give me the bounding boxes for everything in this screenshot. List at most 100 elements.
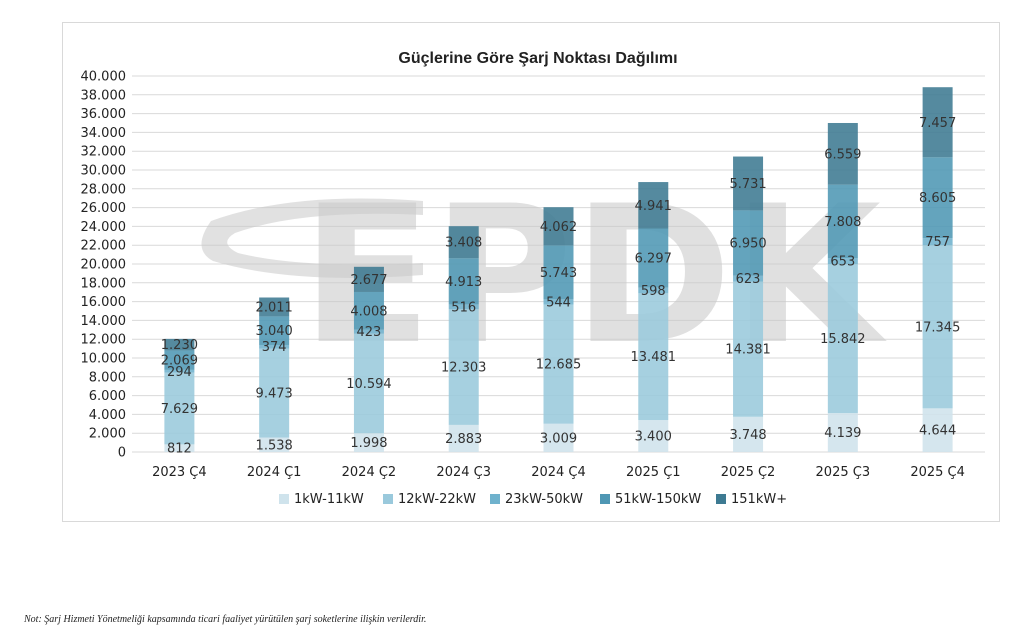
data-label: 2.883	[445, 432, 482, 447]
y-tick-label: 10.000	[81, 352, 127, 367]
data-label: 374	[262, 340, 287, 355]
data-label: 9.473	[256, 387, 293, 402]
bar-segment	[922, 408, 953, 452]
legend: 1kW-11kW 12kW-22kW 23kW-50kW 51kW-150kW 151k…	[279, 492, 787, 507]
legend-label: 51kW-150kW	[615, 492, 701, 507]
y-axis-ticks: 0 2.000 4.000 6.000 8.000 10.000 12.000 14.000 1…	[81, 70, 127, 461]
legend-swatch	[490, 494, 500, 504]
x-tick-label: 2024 Ç2	[342, 465, 397, 480]
data-label: 7.808	[824, 215, 861, 230]
data-label: 3.408	[445, 236, 482, 251]
chart-frame: Güçlerine Göre Şarj Noktası Dağılımı EPD…	[62, 22, 1000, 522]
data-label: 812	[167, 442, 192, 457]
data-label: 12.685	[536, 358, 582, 373]
y-tick-label: 24.000	[81, 220, 127, 235]
y-tick-label: 32.000	[81, 145, 127, 160]
data-label: 15.842	[820, 332, 866, 347]
bar-segment	[733, 281, 764, 417]
bar-segment	[448, 309, 479, 425]
legend-label: 1kW-11kW	[294, 492, 364, 507]
data-label: 6.297	[635, 252, 672, 267]
data-label: 1.230	[161, 338, 198, 353]
bar-segment	[922, 157, 953, 239]
data-label: 17.345	[915, 320, 961, 335]
bar-segment	[638, 182, 669, 229]
data-label: 4.008	[350, 304, 387, 319]
watermark-logo: EPDK	[201, 165, 887, 386]
y-tick-label: 8.000	[89, 370, 126, 385]
chart-title: Güçlerine Göre Şarj Noktası Dağılımı	[398, 50, 677, 67]
data-label: 623	[736, 272, 761, 287]
watermark-swoosh	[201, 198, 423, 278]
y-tick-label: 36.000	[81, 107, 127, 122]
bar-segment	[638, 293, 669, 421]
bar-segment	[259, 297, 290, 317]
bar-segment	[164, 350, 195, 370]
y-tick-label: 14.000	[81, 314, 127, 329]
y-tick-label: 40.000	[81, 70, 127, 85]
data-label: 4.139	[824, 426, 861, 441]
watermark-text: EPDK	[301, 165, 887, 386]
y-tick-label: 4.000	[89, 408, 126, 423]
y-tick-label: 6.000	[89, 389, 126, 404]
x-tick-label: 2025 Ç1	[626, 465, 681, 480]
bar-segment	[353, 329, 384, 334]
data-label: 757	[925, 235, 950, 250]
bar-segment	[543, 423, 574, 452]
y-tick-label: 2.000	[89, 427, 126, 442]
data-label: 653	[830, 255, 855, 270]
x-tick-label: 2023 Ç4	[152, 465, 207, 480]
bar-segment	[353, 291, 384, 330]
bar-segment	[353, 433, 384, 452]
y-tick-label: 12.000	[81, 333, 127, 348]
data-label: 5.743	[540, 266, 577, 281]
bar-segment	[164, 338, 195, 351]
chart-svg: Güçlerine Göre Şarj Noktası Dağılımı EPD…	[81, 50, 985, 507]
data-label: 6.950	[729, 237, 766, 252]
y-tick-label: 26.000	[81, 201, 127, 216]
y-tick-label: 38.000	[81, 88, 127, 103]
y-tick-label: 22.000	[81, 239, 127, 254]
y-tick-label: 34.000	[81, 126, 127, 141]
y-tick-label: 18.000	[81, 276, 127, 291]
data-label: 516	[451, 300, 476, 315]
legend-swatch	[600, 494, 610, 504]
y-tick-label: 30.000	[81, 164, 127, 179]
bar-series	[164, 87, 953, 452]
data-label: 4.062	[540, 220, 577, 235]
bar-segment	[827, 258, 858, 265]
legend-label: 12kW-22kW	[398, 492, 476, 507]
bar-segment	[827, 122, 858, 185]
data-label: 8.605	[919, 191, 956, 206]
legend-swatch	[383, 494, 393, 504]
bar-segment	[259, 348, 290, 438]
data-label: 13.481	[631, 350, 677, 365]
bar-segment	[638, 287, 669, 294]
x-tick-label: 2024 Ç4	[531, 465, 586, 480]
bar-segment	[448, 304, 479, 310]
x-tick-label: 2024 Ç3	[436, 465, 491, 480]
data-label: 598	[641, 284, 666, 299]
footnote: Not: Şarj Hizmeti Yönetmeliği kapsamında…	[24, 614, 427, 625]
data-label: 294	[167, 365, 192, 380]
bar-segment	[543, 304, 574, 424]
bar-segment	[827, 264, 858, 414]
bar-segment	[733, 156, 764, 211]
data-label: 3.040	[256, 324, 293, 339]
bar-segment	[448, 226, 479, 259]
bar-segment	[164, 369, 195, 373]
data-label: 2.069	[161, 354, 198, 369]
legend-swatch	[279, 494, 289, 504]
y-tick-label: 28.000	[81, 182, 127, 197]
x-tick-label: 2025 Ç2	[721, 465, 776, 480]
x-axis-ticks: 2023 Ç4 2024 Ç1 2024 Ç2 2024 Ç3 2024 Ç4 2025 …	[152, 465, 965, 480]
bar-segment	[733, 416, 764, 452]
data-label: 4.941	[635, 199, 672, 214]
data-label: 1.538	[256, 438, 293, 453]
bar-segment	[259, 316, 290, 345]
x-tick-label: 2025 Ç3	[816, 465, 871, 480]
bar-segment	[448, 424, 479, 452]
bar-segment	[733, 275, 764, 282]
x-tick-label: 2025 Ç4	[910, 465, 965, 480]
legend-label: 151kW+	[731, 492, 787, 507]
